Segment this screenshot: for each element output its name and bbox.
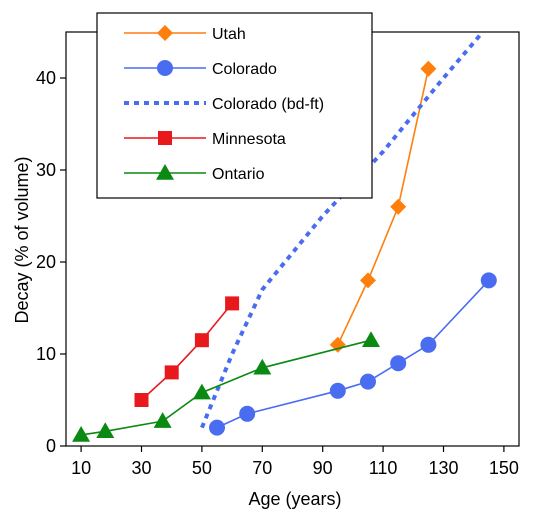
data-point-ontario [153, 412, 172, 428]
data-point-minnesota [225, 296, 240, 311]
x-tick-label: 130 [428, 458, 458, 478]
series-layer [72, 30, 497, 442]
data-point-ontario [362, 331, 381, 347]
legend-label-minnesota: Minnesota [212, 131, 286, 148]
legend-marker-utah [157, 25, 173, 41]
data-point-ontario [192, 383, 211, 400]
x-axis-title: Age (years) [248, 489, 341, 509]
series-line-utah [337, 68, 430, 346]
x-tick-label: 10 [71, 458, 91, 478]
data-point-colorado [480, 272, 497, 289]
y-tick-label: 0 [46, 436, 56, 456]
series-line-ontario [80, 339, 372, 436]
series-ontario [72, 331, 381, 442]
legend-label-colorado: Colorado [212, 61, 277, 78]
series-colorado [209, 272, 497, 436]
data-point-minnesota [134, 393, 149, 407]
legend-label-ontario: Ontario [212, 166, 265, 183]
axes-layer: 0 10 20 30 40 10 30 50 70 90 110 130 150 [36, 31, 520, 478]
y-axis-title: Decay (% of volume) [12, 156, 32, 323]
x-tick-label: 110 [369, 458, 398, 478]
data-point-colorado [360, 373, 376, 390]
x-tick-label: 30 [131, 458, 151, 478]
x-tick-label: 90 [313, 458, 333, 478]
x-tick-label: 150 [489, 458, 519, 478]
series-minnesota [134, 296, 240, 407]
series-line-minnesota [140, 302, 233, 401]
data-point-colorado [239, 405, 256, 422]
data-point-ontario [253, 358, 272, 375]
x-tick-label: 70 [252, 458, 272, 478]
data-point-ontario [96, 422, 115, 439]
series-line-colorado [216, 279, 490, 429]
legend-marker-minnesota [158, 131, 172, 145]
x-tick-label: 50 [192, 458, 212, 478]
legend-marker-ontario [156, 164, 174, 180]
series-utah [329, 60, 437, 353]
data-point-utah [420, 60, 437, 77]
legend: Utah Colorado Colorado (bd-ft) Minnesota Ont… [96, 12, 373, 199]
data-point-minnesota [164, 365, 179, 380]
data-point-ontario [72, 425, 91, 442]
data-point-colorado [329, 382, 346, 399]
data-point-utah [360, 272, 376, 289]
legend-label-colorado-bd-ft: Colorado (bd-ft) [212, 96, 324, 113]
legend-box [96, 12, 373, 199]
y-tick-label: 20 [36, 252, 56, 272]
data-point-colorado [420, 336, 437, 353]
data-point-colorado [390, 355, 407, 372]
y-tick-label: 10 [36, 344, 56, 364]
data-point-colorado [209, 419, 225, 436]
data-point-utah [390, 198, 407, 215]
y-tick-label: 40 [36, 68, 56, 88]
data-point-minnesota [194, 333, 209, 348]
legend-marker-colorado [157, 60, 173, 76]
y-tick-label: 30 [36, 160, 56, 180]
legend-label-utah: Utah [212, 26, 246, 43]
data-point-utah [329, 336, 346, 353]
